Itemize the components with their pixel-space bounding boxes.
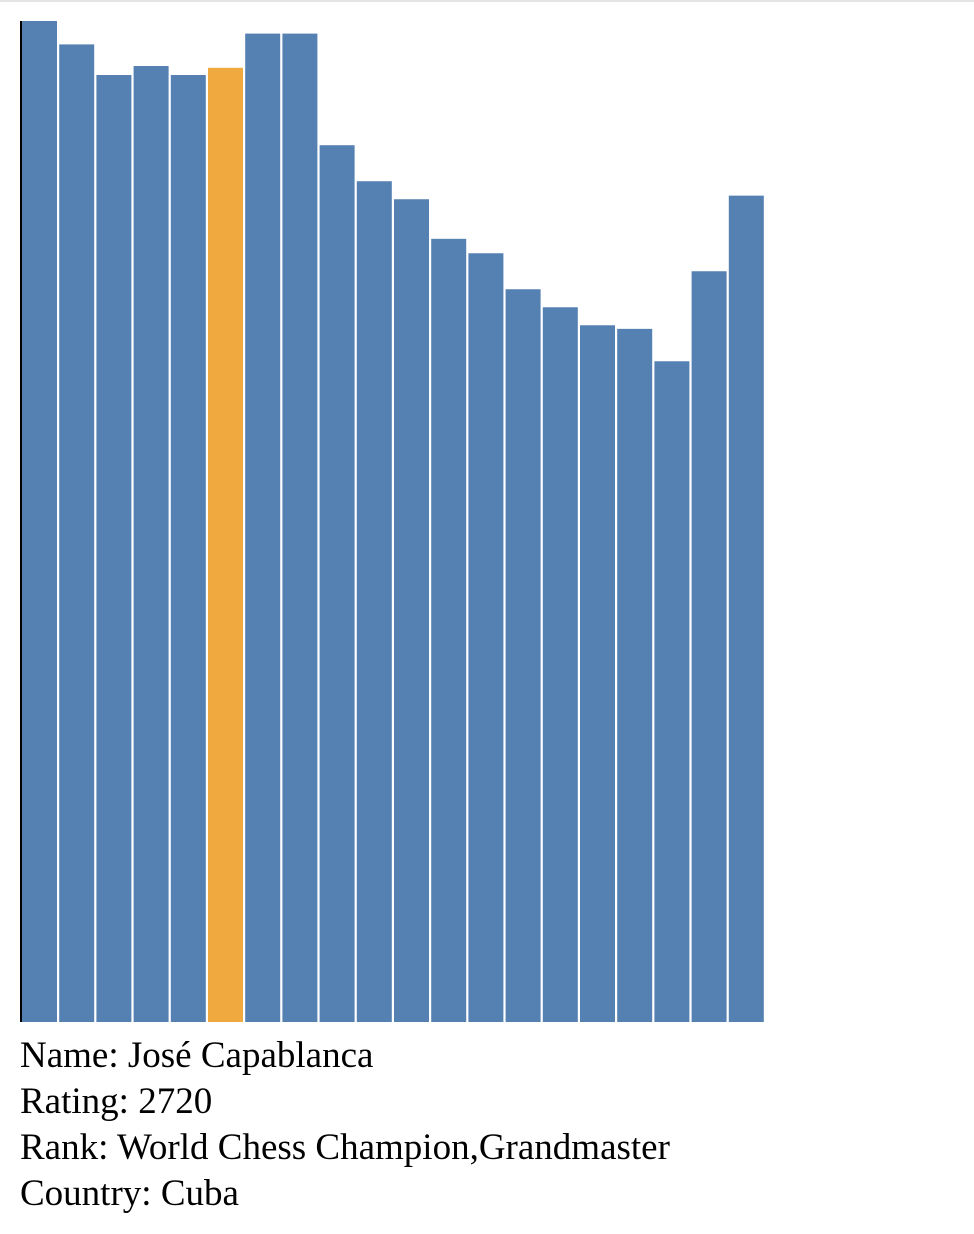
bar-highlighted[interactable] <box>208 67 243 1022</box>
bar[interactable] <box>96 75 132 1022</box>
bar[interactable] <box>245 33 281 1023</box>
bar[interactable] <box>654 361 690 1022</box>
bar[interactable] <box>505 289 541 1022</box>
bar[interactable] <box>580 325 615 1022</box>
bar[interactable] <box>356 181 392 1023</box>
bar[interactable] <box>59 44 95 1022</box>
bar[interactable] <box>22 21 57 1022</box>
bars-group <box>22 21 764 1023</box>
player-name: José Capablanca <box>127 1035 374 1076</box>
bar[interactable] <box>542 307 578 1022</box>
player-country-row: Country: Cuba <box>20 1171 670 1217</box>
bar[interactable] <box>617 328 653 1022</box>
country-label: Country: <box>20 1173 161 1214</box>
rank-label: Rank: <box>20 1127 117 1168</box>
player-rank-row: Rank: World Chess Champion,Grandmaster <box>20 1125 670 1171</box>
top-border <box>0 0 974 2</box>
bar[interactable] <box>319 145 355 1023</box>
bar[interactable] <box>728 195 764 1022</box>
rating-label: Rating: <box>20 1081 139 1122</box>
bar[interactable] <box>282 33 318 1023</box>
bar[interactable] <box>431 238 467 1023</box>
player-name-row: Name: José Capablanca <box>20 1033 670 1079</box>
player-info-panel: Name: José Capablanca Rating: 2720 Rank:… <box>20 1033 670 1217</box>
player-rating: 2720 <box>138 1081 213 1122</box>
bar[interactable] <box>468 253 504 1022</box>
player-rank: World Chess Champion,Grandmaster <box>116 1127 670 1168</box>
name-label: Name: <box>20 1035 128 1076</box>
bar[interactable] <box>133 66 169 1022</box>
bar[interactable] <box>170 75 206 1022</box>
bar[interactable] <box>691 271 727 1022</box>
bar-chart <box>20 21 764 1023</box>
player-rating-row: Rating: 2720 <box>20 1079 670 1125</box>
bar[interactable] <box>394 199 429 1023</box>
player-country: Cuba <box>160 1173 239 1214</box>
